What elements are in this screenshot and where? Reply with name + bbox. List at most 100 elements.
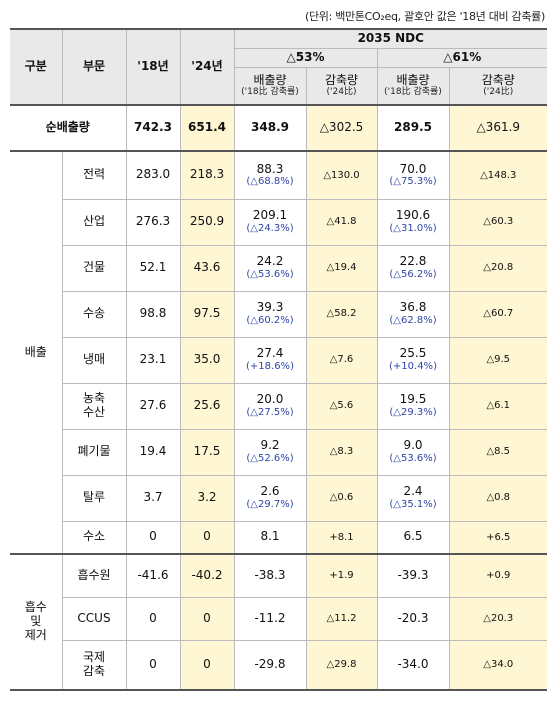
- emission-53-value: 9.2: [260, 438, 280, 453]
- net-emission-row: 순배출량 742.3 651.4 348.9 △302.5 289.5 △361…: [10, 105, 548, 152]
- sector-name-line: 전력: [82, 167, 106, 182]
- value-2024: 25.6: [179, 382, 234, 429]
- group-absorb-line: 흡수: [24, 600, 47, 615]
- emission-61: 2.4 (△35.1%): [376, 474, 449, 521]
- unit-note: (단위: 백만톤CO₂eq, 괄호안 값은 '18년 대비 감축률): [304, 10, 545, 23]
- emission-53-rate: (△29.7%): [246, 499, 294, 511]
- sector-name-line: 농축: [82, 391, 106, 406]
- reduction-53: △58.2: [305, 290, 377, 337]
- table-row: 건물 52.1 43.6 24.2 (△53.6%) △19.4 22.8 (△56.2%) △…: [10, 244, 548, 291]
- emission-61-rate: (+10.4%): [389, 361, 437, 373]
- value-2018: -41.6: [125, 554, 180, 597]
- emission-53: 39.3 (△60.2%): [233, 290, 306, 337]
- reduction-53: +1.9: [305, 554, 377, 597]
- net-reduction-61: △361.9: [448, 105, 548, 152]
- reduction-61: △148.3: [448, 151, 548, 199]
- emission-61-value: 70.0: [399, 161, 427, 176]
- group-absorb-line: 및: [30, 614, 42, 629]
- reduction-53: △8.3: [305, 428, 377, 475]
- sector-name: 수송: [61, 290, 126, 337]
- emission-61-rate: (△35.1%): [389, 499, 437, 511]
- table-row: 수소 0 0 8.1 +8.1 6.5 +6.5: [10, 520, 548, 555]
- value-2018: 98.8: [125, 290, 180, 337]
- net-emission-53: 348.9: [233, 105, 306, 152]
- table-row: 산업 276.3 250.9 209.1 (△24.3%) △41.8 190.6 (△31.…: [10, 198, 548, 245]
- net-emission-61: 289.5: [376, 105, 449, 152]
- emission-61-value: 190.6: [395, 208, 431, 223]
- emission-61-rate: (△53.6%): [389, 453, 437, 465]
- sector-name-line: 산업: [82, 214, 106, 229]
- emission-53: 88.3 (△68.8%): [233, 151, 306, 199]
- sector-name-line: 감축: [82, 663, 106, 678]
- net-reduction-53: △302.5: [305, 105, 377, 152]
- sector-name: 냉매: [61, 336, 126, 383]
- reduction-61: △34.0: [448, 639, 548, 691]
- emission-61-value: 9.0: [403, 438, 423, 453]
- emission-61-value: 22.8: [399, 254, 427, 269]
- emission-53-rate: (△68.8%): [246, 176, 294, 188]
- reduction-53: +8.1: [305, 520, 377, 555]
- sector-name-line: 수소: [82, 529, 106, 544]
- emission-61: 19.5 (△29.3%): [376, 382, 449, 429]
- emission-53-value: 2.6: [260, 484, 280, 499]
- sector-name-line: 흡수원: [77, 567, 111, 582]
- emission-61-value: 25.5: [399, 346, 427, 361]
- emission-53: 20.0 (△27.5%): [233, 382, 306, 429]
- value-2018: 0: [125, 520, 180, 555]
- emission-61: 9.0 (△53.6%): [376, 428, 449, 475]
- emission-61: 36.8 (△62.8%): [376, 290, 449, 337]
- reduction-53: △130.0: [305, 151, 377, 199]
- reduction-61: +6.5: [448, 520, 548, 555]
- group-absorb-line: 제거: [24, 627, 47, 642]
- value-2024: 97.5: [179, 290, 234, 337]
- emission-53-rate: (△52.6%): [246, 453, 294, 465]
- header-reduction-61: 감축량 ('24比): [448, 66, 548, 106]
- emission-53: -38.3: [233, 554, 306, 597]
- reduction-61: △20.3: [448, 596, 548, 640]
- emission-61: 25.5 (+10.4%): [376, 336, 449, 383]
- reduction-53: △41.8: [305, 198, 377, 245]
- header-gubun: 구분: [10, 28, 62, 106]
- reduction-53: △7.6: [305, 336, 377, 383]
- reduction-61: +0.9: [448, 554, 548, 597]
- emission-53: 24.2 (△53.6%): [233, 244, 306, 291]
- header-reduction-53: 감축량 ('24比): [305, 66, 377, 106]
- emission-61: -20.3: [376, 596, 449, 640]
- value-2018: 23.1: [125, 336, 180, 383]
- emission-53-rate: (+18.6%): [246, 361, 294, 373]
- reduction-61: △60.7: [448, 290, 548, 337]
- sector-name: 농축 수산: [61, 382, 126, 429]
- sector-name-line: 건물: [82, 260, 106, 275]
- header-emission-53: 배출량 ('18比 감축률): [233, 66, 306, 106]
- value-2018: 0: [125, 639, 180, 691]
- emission-53-value: 20.0: [256, 392, 284, 407]
- emission-61: 70.0 (△75.3%): [376, 151, 449, 199]
- table-row: 흡수 및 제거 흡수원 -41.6 -40.2 -38.3 +1.9 -39.3 +0.9: [10, 554, 548, 691]
- emission-53-rate: (△24.3%): [246, 223, 294, 235]
- emission-61: 190.6 (△31.0%): [376, 198, 449, 245]
- sector-name-line: 수송: [82, 306, 106, 321]
- header-scenario-61: △61%: [376, 47, 548, 67]
- reduction-61: △0.8: [448, 474, 548, 521]
- sector-name-line: CCUS: [77, 610, 111, 625]
- header-scenario-53: △53%: [233, 47, 377, 67]
- net-label: 순배출량: [10, 105, 126, 152]
- emission-61-rate: (△56.2%): [389, 269, 437, 281]
- emission-53: 9.2 (△52.6%): [233, 428, 306, 475]
- value-2024: 35.0: [179, 336, 234, 383]
- emission-61-rate: (△29.3%): [389, 407, 437, 419]
- header-row-2: △53% △61%: [10, 47, 548, 67]
- table-row: CCUS 0 0 -11.2 △11.2 -20.3 △20.3: [10, 596, 548, 640]
- sector-name: 산업: [61, 198, 126, 245]
- sector-name-line: 국제: [82, 649, 106, 664]
- sector-name-line: 냉매: [82, 352, 106, 367]
- value-2024: 0: [179, 596, 234, 640]
- emission-53: -11.2: [233, 596, 306, 640]
- table-row: 수송 98.8 97.5 39.3 (△60.2%) △58.2 36.8 (△62.8%) △…: [10, 290, 548, 337]
- reduction-61: △6.1: [448, 382, 548, 429]
- table-row: 농축 수산 27.6 25.6 20.0 (△27.5%) △5.6 19.5 (△29.3%)…: [10, 382, 548, 429]
- value-2018: 0: [125, 596, 180, 640]
- sector-name: 폐기물: [61, 428, 126, 475]
- table-row: 냉매 23.1 35.0 27.4 (+18.6%) △7.6 25.5 (+10.4%) △9…: [10, 336, 548, 383]
- value-2018: 27.6: [125, 382, 180, 429]
